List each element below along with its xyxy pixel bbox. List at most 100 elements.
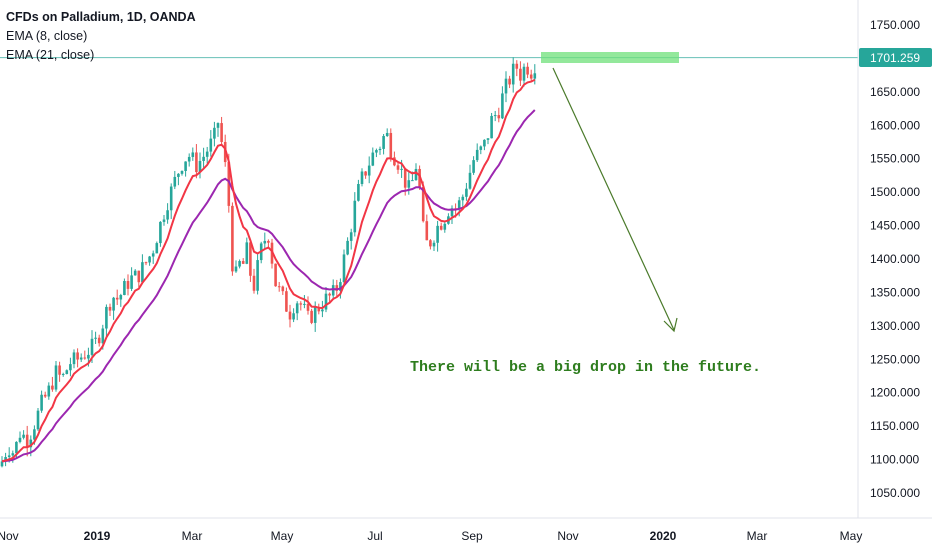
candle-body — [324, 293, 328, 310]
candle-body — [33, 429, 36, 440]
candle-body — [465, 188, 468, 197]
candle-body — [148, 256, 151, 263]
candle-body — [277, 286, 281, 288]
candle-body — [90, 338, 94, 355]
x-tick-label: Sep — [461, 529, 483, 543]
candle-body — [321, 309, 324, 312]
y-tick-label: 1350.000 — [870, 285, 920, 299]
candle-body — [292, 313, 295, 320]
candle-body — [241, 261, 245, 264]
candle-body — [256, 260, 259, 291]
x-tick-label: Nov — [0, 529, 19, 543]
candle-body — [202, 156, 205, 161]
target-zone-rectangle[interactable] — [541, 52, 679, 63]
candle-body — [425, 221, 429, 241]
candle-body — [378, 148, 382, 151]
candle-body — [36, 410, 40, 430]
candle-body — [407, 180, 411, 188]
candle-body — [83, 357, 87, 359]
last-price-label: 1701.259 — [870, 51, 920, 65]
candle-body — [25, 434, 29, 448]
candle-body — [0, 461, 4, 467]
candle-body — [461, 196, 465, 201]
candle-body — [227, 162, 231, 206]
candle-body — [173, 176, 177, 187]
y-tick-label: 1150.000 — [870, 419, 919, 433]
candle-body — [468, 172, 472, 189]
candle-body — [11, 453, 15, 456]
x-axis[interactable]: Nov 2019 Mar May Jul Sep Nov 2020 Mar May — [0, 529, 862, 543]
indicator-ema-8[interactable]: EMA (8, close) — [6, 29, 88, 43]
candle-body — [184, 161, 187, 171]
y-tick-label: 1600.000 — [870, 118, 920, 132]
indicator-ema-21[interactable]: EMA (21, close) — [6, 48, 95, 62]
candle-body — [126, 280, 130, 289]
candle-body — [205, 151, 209, 157]
ema-21-line — [1, 109, 536, 463]
candle-body — [504, 78, 508, 94]
candle-body — [209, 138, 213, 152]
candle-body — [360, 171, 364, 184]
annotation-text[interactable]: There will be a big drop in the future. — [410, 359, 761, 376]
y-tick-label: 1200.000 — [870, 386, 920, 400]
candle-body — [443, 223, 447, 230]
candle-body — [54, 365, 58, 390]
candle-body — [76, 352, 79, 360]
y-tick-label: 1100.000 — [870, 453, 919, 467]
candle-body — [353, 200, 357, 233]
candle-body — [490, 115, 493, 139]
y-tick-label: 1550.000 — [870, 152, 920, 166]
last-price-tag: 1701.259 — [859, 48, 932, 67]
candle-body — [274, 263, 277, 287]
candle-body — [400, 168, 403, 170]
y-axis[interactable]: 1050.000 1100.000 1150.000 1200.000 1250.000… — [870, 18, 920, 500]
candle-body — [526, 66, 529, 75]
candle-body — [497, 115, 501, 119]
candle-body — [169, 186, 173, 211]
candle-body — [69, 364, 72, 371]
chart-legend[interactable]: CFDs on Palladium, 1D, OANDA EMA (8, clo… — [6, 8, 196, 65]
candle-body — [483, 139, 486, 147]
candle-body — [155, 243, 159, 254]
candle-body — [486, 138, 490, 140]
candle-body — [357, 183, 360, 201]
candle-body — [493, 115, 497, 117]
candle-body — [108, 306, 112, 311]
candle-body — [389, 132, 393, 158]
candle-body — [191, 152, 195, 157]
candle-body — [40, 394, 43, 411]
candle-body — [331, 285, 335, 296]
candle-body — [180, 170, 184, 174]
y-tick-label: 1450.000 — [870, 219, 920, 233]
x-tick-label: 2020 — [650, 529, 677, 543]
y-tick-label: 1750.000 — [870, 18, 920, 32]
candle-body — [371, 152, 375, 166]
candle-body — [349, 232, 353, 241]
drop-arrow[interactable] — [552, 67, 678, 333]
candle-body — [137, 270, 141, 283]
candle-body — [382, 136, 385, 149]
candle-body — [263, 240, 267, 244]
candle-body — [475, 149, 479, 161]
candle-body — [335, 285, 339, 291]
candle-body — [177, 173, 180, 177]
candle-body — [511, 63, 515, 85]
candle-body — [7, 455, 11, 458]
candle-body — [166, 210, 169, 220]
x-tick-label: Mar — [747, 529, 768, 543]
candle-body — [133, 270, 137, 276]
y-tick-label: 1300.000 — [870, 319, 920, 333]
y-tick-label: 1250.000 — [870, 352, 920, 366]
candle-body — [299, 303, 303, 305]
candle-body — [112, 297, 115, 311]
candle-body — [238, 261, 241, 267]
candle-body — [141, 262, 144, 283]
candle-body — [87, 354, 90, 359]
candle-body — [421, 187, 425, 222]
candle-body — [162, 219, 166, 222]
candle-body — [72, 352, 76, 365]
candle-body — [313, 306, 317, 323]
ema-8-line — [1, 78, 536, 463]
candle-body — [306, 303, 310, 311]
